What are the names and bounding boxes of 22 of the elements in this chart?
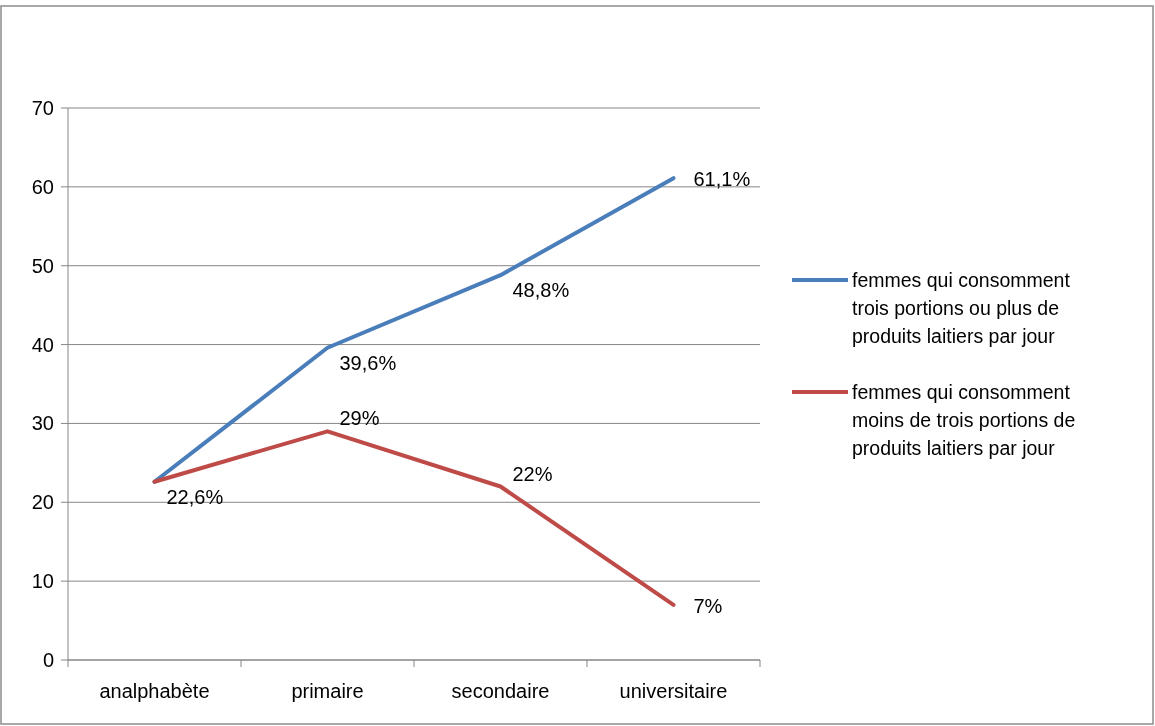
data-label: 48,8% — [512, 279, 570, 302]
data-label: 39,6% — [339, 351, 397, 374]
x-tick-label: universitaire — [619, 680, 728, 702]
y-tick-label: 20 — [31, 491, 54, 514]
data-label: 61,1% — [693, 168, 751, 191]
data-label: 29% — [339, 407, 380, 430]
data-label: 22% — [512, 462, 553, 485]
data-label: 7% — [693, 594, 723, 617]
legend-label: femmes qui consomment moins de trois portions de produits laitiers par jour — [852, 381, 1076, 459]
legend-label: femmes qui consomment trois portions ou plus de produits laitiers par jour — [852, 269, 1071, 347]
y-tick-label: 30 — [31, 412, 54, 435]
y-tick-label: 70 — [31, 97, 54, 119]
y-tick-label: 40 — [31, 333, 54, 356]
y-tick-label: 60 — [31, 175, 54, 198]
line-series — [152, 429, 676, 607]
y-tick-label: 0 — [42, 649, 54, 671]
y-tick-label: 10 — [31, 570, 54, 593]
x-tick-label: analphabète — [99, 680, 210, 702]
y-tick-label: 50 — [31, 254, 54, 277]
data-label: 22,6% — [166, 485, 224, 508]
x-tick-label: secondaire — [451, 680, 550, 702]
x-tick-label: primaire — [291, 680, 364, 702]
